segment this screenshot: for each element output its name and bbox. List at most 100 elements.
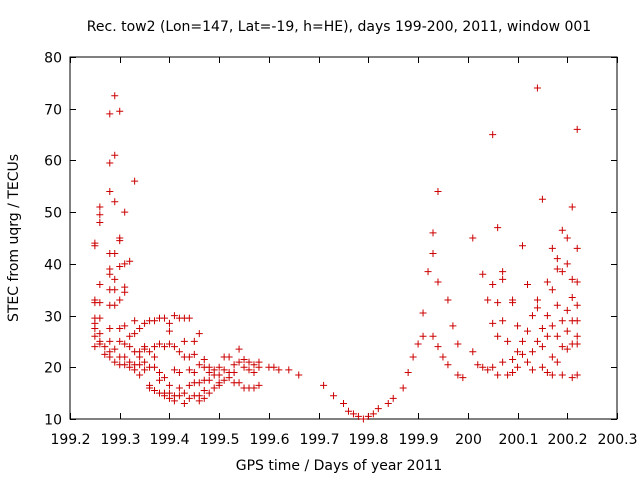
x-tick-label: 199.8 xyxy=(348,432,388,448)
data-point xyxy=(568,293,576,301)
data-point xyxy=(543,278,551,286)
data-point xyxy=(255,363,263,371)
data-point xyxy=(419,332,427,340)
data-point xyxy=(116,107,124,115)
y-tick-label: 30 xyxy=(44,310,62,326)
data-point xyxy=(190,337,198,345)
data-point xyxy=(96,299,104,307)
data-point xyxy=(121,288,129,296)
data-point xyxy=(96,330,104,338)
data-point xyxy=(175,348,183,356)
data-point xyxy=(180,399,188,407)
data-point xyxy=(434,343,442,351)
data-point xyxy=(235,358,243,366)
data-point xyxy=(419,309,427,317)
data-point xyxy=(474,361,482,369)
data-point xyxy=(205,368,213,376)
data-point xyxy=(141,358,149,366)
data-point xyxy=(220,376,228,384)
data-point xyxy=(195,361,203,369)
y-tick-label: 40 xyxy=(44,258,62,274)
data-point xyxy=(548,244,556,252)
data-point xyxy=(469,234,477,242)
data-point xyxy=(563,306,571,314)
data-point xyxy=(215,371,223,379)
data-point xyxy=(563,260,571,268)
data-point xyxy=(96,281,104,289)
data-point xyxy=(160,374,168,382)
data-point xyxy=(106,270,114,278)
data-point xyxy=(126,363,134,371)
data-point xyxy=(106,337,114,345)
data-point xyxy=(111,151,119,159)
data-point xyxy=(151,353,159,361)
data-point xyxy=(399,384,407,392)
data-point xyxy=(533,337,541,345)
data-point xyxy=(111,345,119,353)
data-point xyxy=(91,343,99,351)
data-point xyxy=(568,275,576,283)
data-point xyxy=(320,381,328,389)
data-point xyxy=(568,374,576,382)
data-point xyxy=(514,322,522,330)
data-point xyxy=(543,332,551,340)
data-point xyxy=(514,363,522,371)
data-point xyxy=(205,376,213,384)
data-point xyxy=(548,322,556,330)
data-point xyxy=(165,394,173,402)
data-point xyxy=(573,244,581,252)
axes: 199.2 199.3 199.4 199.5 199.6 199.7 199.8 199.9… xyxy=(44,51,637,449)
data-point xyxy=(126,257,134,265)
data-point xyxy=(270,363,278,371)
data-point xyxy=(519,337,527,345)
data-point xyxy=(215,381,223,389)
data-point xyxy=(165,327,173,335)
data-point xyxy=(106,325,114,332)
data-point xyxy=(514,348,522,356)
data-point xyxy=(389,394,397,402)
data-point xyxy=(538,325,546,332)
data-point xyxy=(523,327,531,335)
data-point xyxy=(499,317,507,325)
data-point xyxy=(131,330,139,338)
data-point xyxy=(553,265,561,273)
data-point xyxy=(494,371,502,379)
data-point xyxy=(429,229,437,237)
data-point xyxy=(509,299,517,307)
data-point xyxy=(96,218,104,226)
plot-frame xyxy=(69,56,618,420)
y-tick-label: 20 xyxy=(44,361,62,377)
data-point xyxy=(205,389,213,397)
data-point xyxy=(519,242,527,250)
data-point xyxy=(175,392,183,400)
y-tick-label: 60 xyxy=(44,154,62,170)
data-point xyxy=(434,187,442,195)
data-point xyxy=(454,340,462,348)
data-point xyxy=(454,371,462,379)
data-point xyxy=(225,353,233,361)
data-point xyxy=(116,337,124,345)
data-point xyxy=(494,224,502,232)
x-tick-label: 199.6 xyxy=(249,432,289,448)
data-point xyxy=(210,384,218,392)
data-point xyxy=(136,371,144,379)
data-point xyxy=(96,314,104,322)
data-point xyxy=(111,286,119,294)
data-point xyxy=(484,296,492,304)
data-point xyxy=(573,301,581,309)
data-point xyxy=(195,397,203,405)
data-point xyxy=(558,317,566,325)
data-point xyxy=(141,319,149,327)
data-point xyxy=(91,325,99,332)
data-point xyxy=(136,353,144,361)
data-point xyxy=(533,304,541,312)
data-point xyxy=(185,314,193,322)
data-point xyxy=(156,340,164,348)
data-point xyxy=(558,226,566,234)
data-point xyxy=(185,353,193,361)
data-point xyxy=(240,356,248,364)
data-point xyxy=(126,343,134,351)
data-point xyxy=(573,317,581,325)
x-tick-label: 199.7 xyxy=(299,432,339,448)
data-point xyxy=(374,405,382,413)
